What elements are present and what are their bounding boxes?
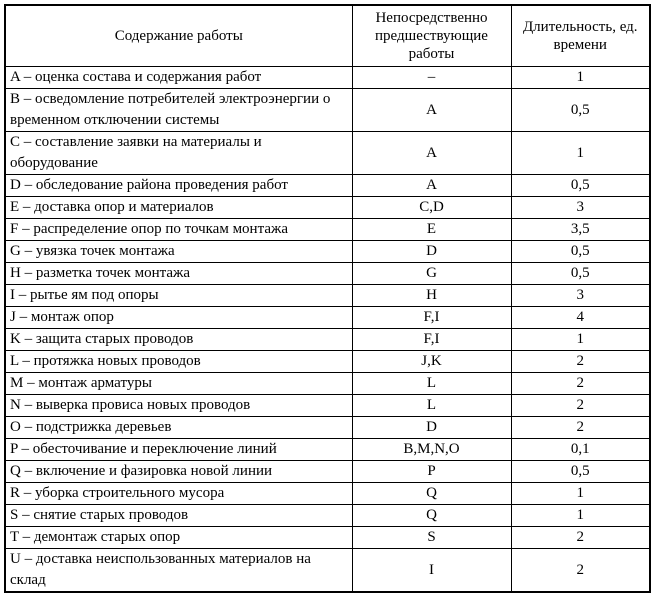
- table-row: G – увязка точек монтажа D 0,5: [4, 240, 651, 263]
- table-row: S – снятие старых проводов Q 1: [4, 504, 651, 527]
- table-row: Q – включение и фазировка новой линии P …: [4, 460, 651, 483]
- duration-cell: 3: [510, 284, 651, 307]
- table-row: B – осведомление потребителей электроэне…: [4, 88, 651, 132]
- duration-cell: 4: [510, 306, 651, 329]
- duration-cell: 3: [510, 196, 651, 219]
- predecessors-cell: G: [351, 262, 512, 285]
- predecessors-cell: H: [351, 284, 512, 307]
- predecessors-cell: L: [351, 372, 512, 395]
- predecessors-cell: Q: [351, 504, 512, 527]
- work-content-cell: I – рытье ям под опоры: [4, 284, 353, 307]
- work-content-cell: J – монтаж опор: [4, 306, 353, 329]
- work-content-cell: C – составление заявки на материалы и об…: [4, 131, 353, 175]
- predecessors-cell: L: [351, 394, 512, 417]
- duration-cell: 0,5: [510, 262, 651, 285]
- table-row: L – протяжка новых проводов J,K 2: [4, 350, 651, 373]
- duration-cell: 2: [510, 526, 651, 549]
- duration-cell: 1: [510, 131, 651, 175]
- work-content-cell: B – осведомление потребителей электроэне…: [4, 88, 353, 132]
- duration-cell: 2: [510, 350, 651, 373]
- table-row: C – составление заявки на материалы и об…: [4, 131, 651, 175]
- table-row: R – уборка строительного мусора Q 1: [4, 482, 651, 505]
- duration-cell: 0,5: [510, 174, 651, 197]
- duration-cell: 3,5: [510, 218, 651, 241]
- predecessors-cell: A: [351, 174, 512, 197]
- table-row: K – защита старых проводов F,I 1: [4, 328, 651, 351]
- work-content-cell: G – увязка точек монтажа: [4, 240, 353, 263]
- predecessors-cell: D: [351, 416, 512, 439]
- duration-cell: 1: [510, 504, 651, 527]
- table-row: O – подстрижка деревьев D 2: [4, 416, 651, 439]
- table-row: H – разметка точек монтажа G 0,5: [4, 262, 651, 285]
- predecessors-cell: B,M,N,O: [351, 438, 512, 461]
- table-row: A – оценка состава и содержания работ – …: [4, 66, 651, 89]
- work-content-cell: Q – включение и фазировка новой линии: [4, 460, 353, 483]
- table-row: T – демонтаж старых опор S 2: [4, 526, 651, 549]
- predecessors-cell: I: [351, 548, 512, 593]
- predecessors-cell: A: [351, 88, 512, 132]
- duration-cell: 1: [510, 482, 651, 505]
- table-row: P – обесточивание и переключение линий B…: [4, 438, 651, 461]
- predecessors-cell: C,D: [351, 196, 512, 219]
- duration-cell: 1: [510, 328, 651, 351]
- duration-cell: 1: [510, 66, 651, 89]
- table-row: I – рытье ям под опоры H 3: [4, 284, 651, 307]
- duration-cell: 2: [510, 416, 651, 439]
- duration-cell: 0,5: [510, 88, 651, 132]
- predecessors-cell: –: [351, 66, 512, 89]
- column-header-predecessors: Непосредственно предшествующие работы: [351, 4, 512, 67]
- work-content-cell: A – оценка состава и содержания работ: [4, 66, 353, 89]
- column-header-duration: Длительность, ед. времени: [510, 4, 651, 67]
- header-row: Содержание работы Непосредственно предше…: [4, 4, 651, 67]
- table-row: U – доставка неиспользованных материалов…: [4, 548, 651, 593]
- work-content-cell: S – снятие старых проводов: [4, 504, 353, 527]
- predecessors-cell: F,I: [351, 328, 512, 351]
- work-content-cell: R – уборка строительного мусора: [4, 482, 353, 505]
- work-content-cell: K – защита старых проводов: [4, 328, 353, 351]
- table-row: N – выверка провиса новых проводов L 2: [4, 394, 651, 417]
- table-row: F – распределение опор по точкам монтажа…: [4, 218, 651, 241]
- work-breakdown-table: Содержание работы Непосредственно предше…: [4, 4, 651, 593]
- table-body: A – оценка состава и содержания работ – …: [4, 66, 651, 593]
- predecessors-cell: E: [351, 218, 512, 241]
- duration-cell: 2: [510, 372, 651, 395]
- predecessors-cell: S: [351, 526, 512, 549]
- table-row: D – обследование района проведения работ…: [4, 174, 651, 197]
- work-content-cell: D – обследование района проведения работ: [4, 174, 353, 197]
- table-row: E – доставка опор и материалов C,D 3: [4, 196, 651, 219]
- table-row: J – монтаж опор F,I 4: [4, 306, 651, 329]
- predecessors-cell: A: [351, 131, 512, 175]
- work-content-cell: T – демонтаж старых опор: [4, 526, 353, 549]
- work-content-cell: U – доставка неиспользованных материалов…: [4, 548, 353, 593]
- predecessors-cell: F,I: [351, 306, 512, 329]
- work-content-cell: M – монтаж арматуры: [4, 372, 353, 395]
- duration-cell: 0,5: [510, 240, 651, 263]
- work-content-cell: L – протяжка новых проводов: [4, 350, 353, 373]
- duration-cell: 0,5: [510, 460, 651, 483]
- work-content-cell: F – распределение опор по точкам монтажа: [4, 218, 353, 241]
- column-header-work-content: Содержание работы: [4, 4, 353, 67]
- predecessors-cell: J,K: [351, 350, 512, 373]
- work-content-cell: O – подстрижка деревьев: [4, 416, 353, 439]
- work-content-cell: N – выверка провиса новых проводов: [4, 394, 353, 417]
- work-content-cell: P – обесточивание и переключение линий: [4, 438, 353, 461]
- predecessors-cell: P: [351, 460, 512, 483]
- predecessors-cell: D: [351, 240, 512, 263]
- duration-cell: 2: [510, 394, 651, 417]
- work-content-cell: E – доставка опор и материалов: [4, 196, 353, 219]
- duration-cell: 2: [510, 548, 651, 593]
- table-row: M – монтаж арматуры L 2: [4, 372, 651, 395]
- predecessors-cell: Q: [351, 482, 512, 505]
- duration-cell: 0,1: [510, 438, 651, 461]
- work-content-cell: H – разметка точек монтажа: [4, 262, 353, 285]
